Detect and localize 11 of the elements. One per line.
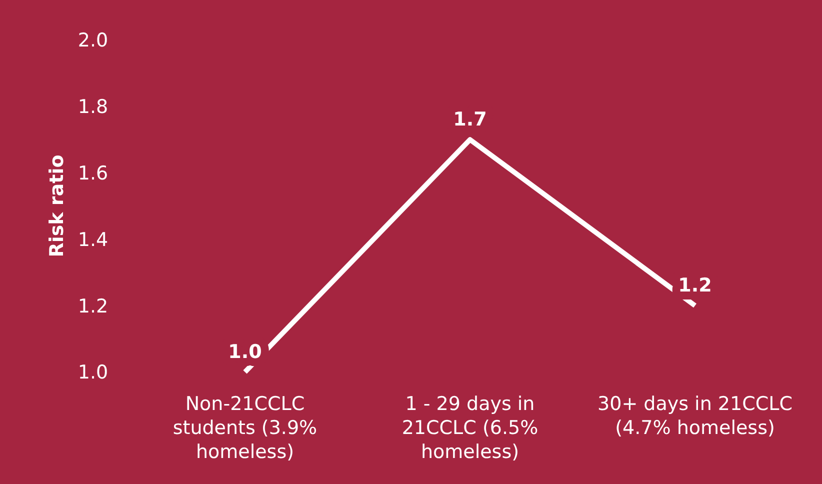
- y-tick-label: 2.0: [78, 30, 108, 52]
- y-tick-label: 1.8: [78, 96, 108, 118]
- y-axis-title: Risk ratio: [46, 154, 68, 258]
- x-tick-label: 30+ days in 21CCLC (4.7% homeless): [598, 393, 792, 439]
- y-tick-label: 1.6: [78, 162, 108, 184]
- y-tick-label: 1.2: [78, 295, 108, 318]
- y-tick-label: 1.4: [78, 228, 108, 251]
- y-tick-label: 1.0: [78, 362, 108, 384]
- x-tick-label: 1 - 29 days in 21CCLC (6.5% homeless): [402, 393, 538, 463]
- x-tick-label: Non-21CCLC students (3.9% homeless): [172, 393, 318, 463]
- data-label: 1.7: [453, 108, 487, 131]
